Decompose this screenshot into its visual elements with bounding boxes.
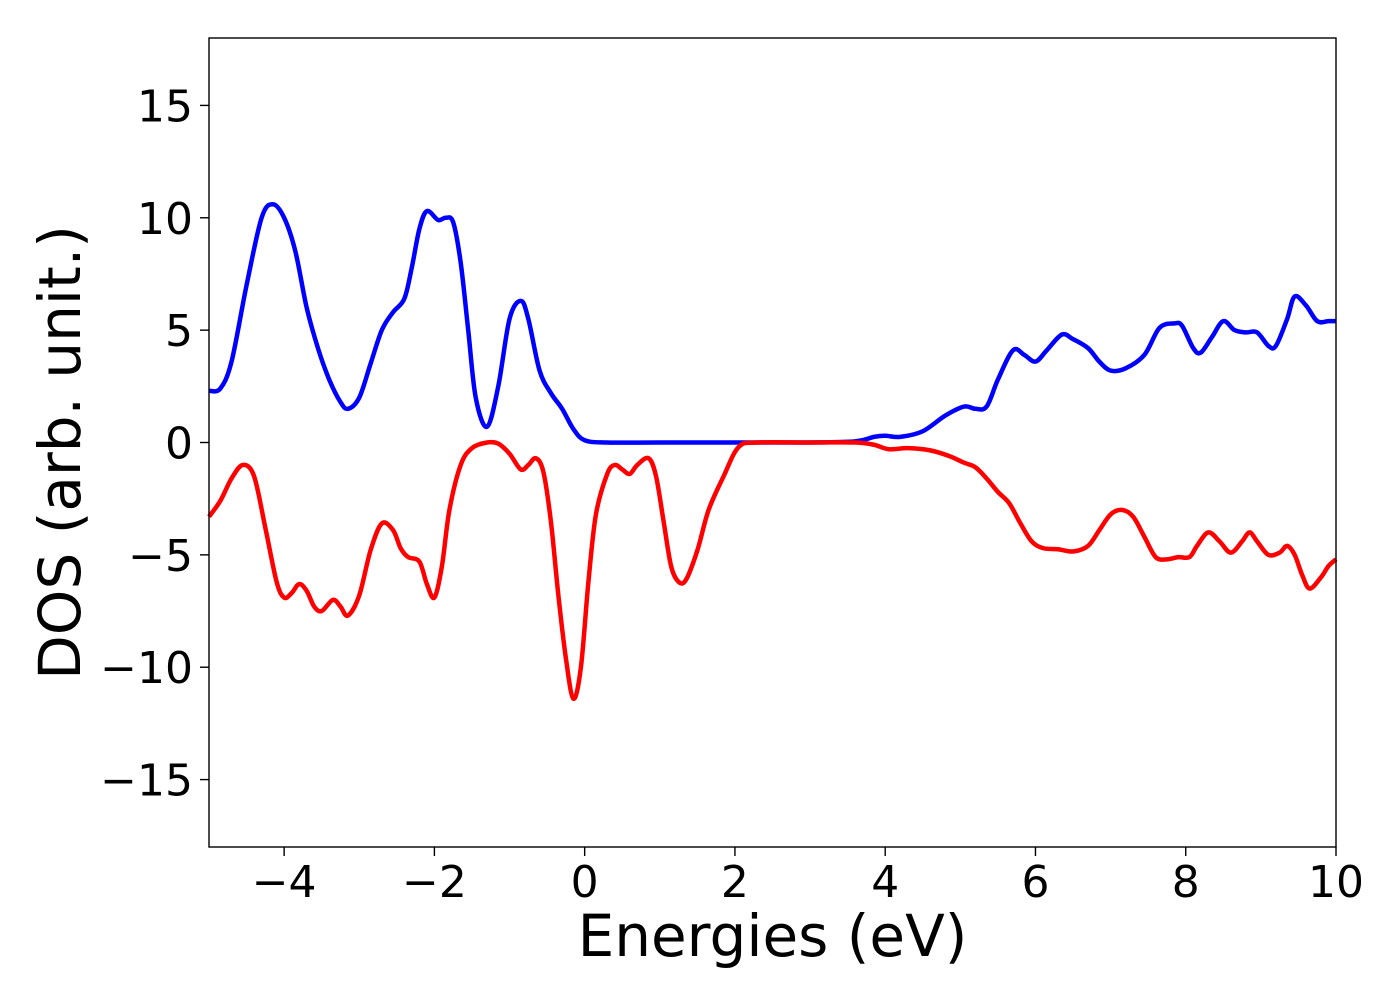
series-line-spin-up	[208, 202, 1336, 445]
y-tick-label: 0	[165, 419, 193, 470]
y-tick-label: 10	[137, 194, 193, 245]
x-tick-label: 6	[1021, 857, 1049, 908]
tick-layer: −4 −2 0 2 4 6 8 10 15 10 5 0 −5 −10 −15	[100, 81, 1364, 908]
x-tick-label: 8	[1172, 857, 1200, 908]
x-axis-title: Energies (eV)	[578, 902, 968, 970]
x-tick-label: 4	[871, 857, 899, 908]
x-tick-label: 0	[571, 857, 599, 908]
y-tick-label: −10	[100, 643, 193, 694]
y-tick-label: −5	[128, 531, 193, 582]
y-tick-label: 15	[137, 81, 193, 132]
x-tick-label: −4	[252, 857, 317, 908]
x-tick-label: 10	[1308, 857, 1364, 908]
series-line-spin-down	[207, 439, 1338, 701]
y-axis-title: DOS (arb. unit.)	[26, 225, 94, 680]
x-tick-label: 2	[721, 857, 749, 908]
x-tick-label: −2	[402, 857, 467, 908]
series-layer	[207, 202, 1338, 701]
y-tick-label: −15	[100, 756, 193, 807]
y-tick-label: 5	[165, 306, 193, 357]
